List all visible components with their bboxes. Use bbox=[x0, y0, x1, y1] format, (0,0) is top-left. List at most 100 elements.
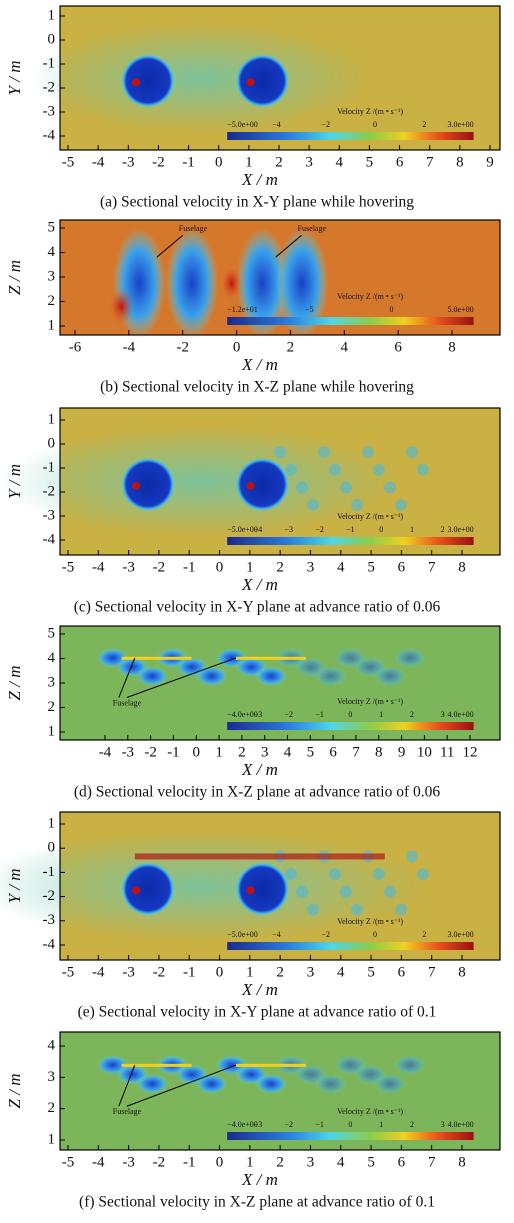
rotor-disc bbox=[235, 861, 290, 916]
colorbar-label: 2 bbox=[410, 710, 414, 719]
shear-band bbox=[134, 853, 385, 860]
tip-vortex bbox=[132, 78, 140, 87]
x-tick-label: -2 bbox=[153, 1154, 166, 1170]
y-tick-label: -4 bbox=[43, 936, 56, 952]
x-tick-label: -3 bbox=[122, 964, 135, 980]
x-tick-label: 3 bbox=[261, 744, 269, 760]
x-tick-label: -4 bbox=[92, 964, 105, 980]
colorbar-label: −3 bbox=[285, 525, 294, 534]
caption: (b) Sectional velocity in X-Z plane whil… bbox=[100, 379, 414, 396]
x-tick-label: 2 bbox=[287, 339, 295, 355]
annotation: Fuselage bbox=[113, 1107, 142, 1116]
x-axis-label: X / m bbox=[241, 980, 278, 999]
y-axis-label: Z / m bbox=[5, 666, 24, 701]
wake-blob bbox=[195, 666, 228, 687]
x-tick-label: 12 bbox=[463, 744, 478, 760]
tip-vortex bbox=[246, 886, 255, 895]
wake-eddy bbox=[395, 499, 407, 512]
x-tick-label: 8 bbox=[448, 339, 456, 355]
wake-blob bbox=[314, 666, 347, 687]
x-tick-label: 8 bbox=[375, 744, 383, 760]
colorbar-title: Velocity Z /(m • s⁻¹) bbox=[337, 292, 403, 301]
tip-vortex bbox=[132, 886, 140, 895]
wake-eddy bbox=[373, 868, 385, 881]
colorbar-label: 2 bbox=[410, 1120, 414, 1129]
y-axis-label: Z / m bbox=[5, 1074, 24, 1109]
colorbar-label: −4 bbox=[272, 930, 281, 939]
annotation-arrow bbox=[118, 657, 136, 698]
rotor-disc bbox=[121, 861, 175, 916]
wake-eddy bbox=[362, 446, 374, 459]
y-tick-label: 3 bbox=[48, 268, 56, 284]
y-tick-label: 3 bbox=[48, 674, 56, 690]
x-tick-label: -4 bbox=[92, 559, 105, 575]
y-tick-label: 1 bbox=[48, 815, 56, 831]
colorbar-label: 3.0e+00 bbox=[448, 120, 474, 129]
rotor-line bbox=[121, 1063, 192, 1067]
x-tick-label: 1 bbox=[245, 154, 253, 170]
wake-blob bbox=[255, 1073, 288, 1094]
caption: (c) Sectional velocity in X-Y plane at a… bbox=[74, 599, 441, 616]
colorbar-label: −5.0e+00 bbox=[227, 930, 258, 939]
x-tick-label: 0 bbox=[216, 1154, 224, 1170]
wake-eddy bbox=[307, 903, 319, 916]
wake-eddy bbox=[274, 446, 286, 459]
colorbar bbox=[227, 942, 474, 950]
x-tick-label: -5 bbox=[62, 964, 75, 980]
colorbar-label: 0 bbox=[348, 710, 352, 719]
y-tick-label: 2 bbox=[48, 293, 56, 309]
y-axis-label: Y / m bbox=[5, 61, 24, 96]
rotor-disc bbox=[121, 53, 175, 108]
y-tick-label: -3 bbox=[43, 912, 56, 928]
wake-eddy bbox=[417, 463, 429, 476]
y-tick-label: 0 bbox=[48, 31, 56, 47]
x-tick-label: -4 bbox=[123, 339, 136, 355]
x-tick-label: -5 bbox=[62, 559, 75, 575]
x-tick-label: 9 bbox=[486, 154, 494, 170]
annotation-arrow bbox=[126, 1064, 237, 1107]
y-tick-label: -4 bbox=[43, 127, 56, 143]
colorbar-label: 2 bbox=[441, 525, 445, 534]
x-tick-label: 3 bbox=[307, 964, 315, 980]
x-tick-label: 0 bbox=[216, 559, 224, 575]
plot-frame bbox=[59, 5, 501, 151]
x-tick-label: -1 bbox=[183, 1154, 196, 1170]
x-tick-label: 4 bbox=[341, 339, 349, 355]
rotor-line bbox=[121, 656, 192, 660]
panel: Velocity Z /(m • s⁻¹)−4.0e+00−3 −2 −1 0 1 2 3 4… bbox=[5, 625, 501, 801]
wake-blob bbox=[195, 1073, 228, 1094]
x-tick-label: 5 bbox=[367, 559, 375, 575]
colorbar-label: 3.0e+00 bbox=[448, 525, 474, 534]
annotation: Fuselage bbox=[179, 224, 208, 233]
downwash bbox=[236, 228, 289, 339]
x-tick-label: 7 bbox=[426, 154, 434, 170]
colorbar-label: −4.0e+00 bbox=[227, 710, 258, 719]
y-tick-label: 1 bbox=[48, 1131, 56, 1147]
y-tick-label: -4 bbox=[43, 531, 56, 547]
y-tick-label: -2 bbox=[43, 79, 56, 95]
x-tick-label: 4 bbox=[337, 559, 345, 575]
y-tick-label: 0 bbox=[48, 840, 56, 856]
x-tick-label: 8 bbox=[458, 964, 466, 980]
annotation: Fuselage bbox=[298, 224, 327, 233]
x-tick-label: 4 bbox=[337, 964, 345, 980]
colorbar-title: Velocity Z /(m • s⁻¹) bbox=[337, 512, 403, 521]
x-tick-label: 1 bbox=[215, 744, 223, 760]
x-tick-label: 4 bbox=[284, 744, 292, 760]
x-tick-label: 9 bbox=[398, 744, 406, 760]
downwash bbox=[166, 228, 218, 339]
x-axis-label: X / m bbox=[241, 355, 278, 374]
wake-eddy bbox=[395, 903, 407, 916]
wake-eddy bbox=[296, 481, 308, 494]
y-axis-label: Y / m bbox=[5, 869, 24, 904]
y-tick-label: -1 bbox=[43, 864, 56, 880]
rotor-line bbox=[236, 1063, 306, 1067]
x-tick-label: -2 bbox=[153, 964, 166, 980]
wake-eddy bbox=[296, 885, 308, 898]
y-tick-label: -2 bbox=[43, 888, 56, 904]
x-tick-label: -2 bbox=[144, 744, 157, 760]
colorbar bbox=[227, 1132, 474, 1140]
wake-halo bbox=[30, 23, 371, 133]
hot-spot bbox=[221, 267, 242, 300]
